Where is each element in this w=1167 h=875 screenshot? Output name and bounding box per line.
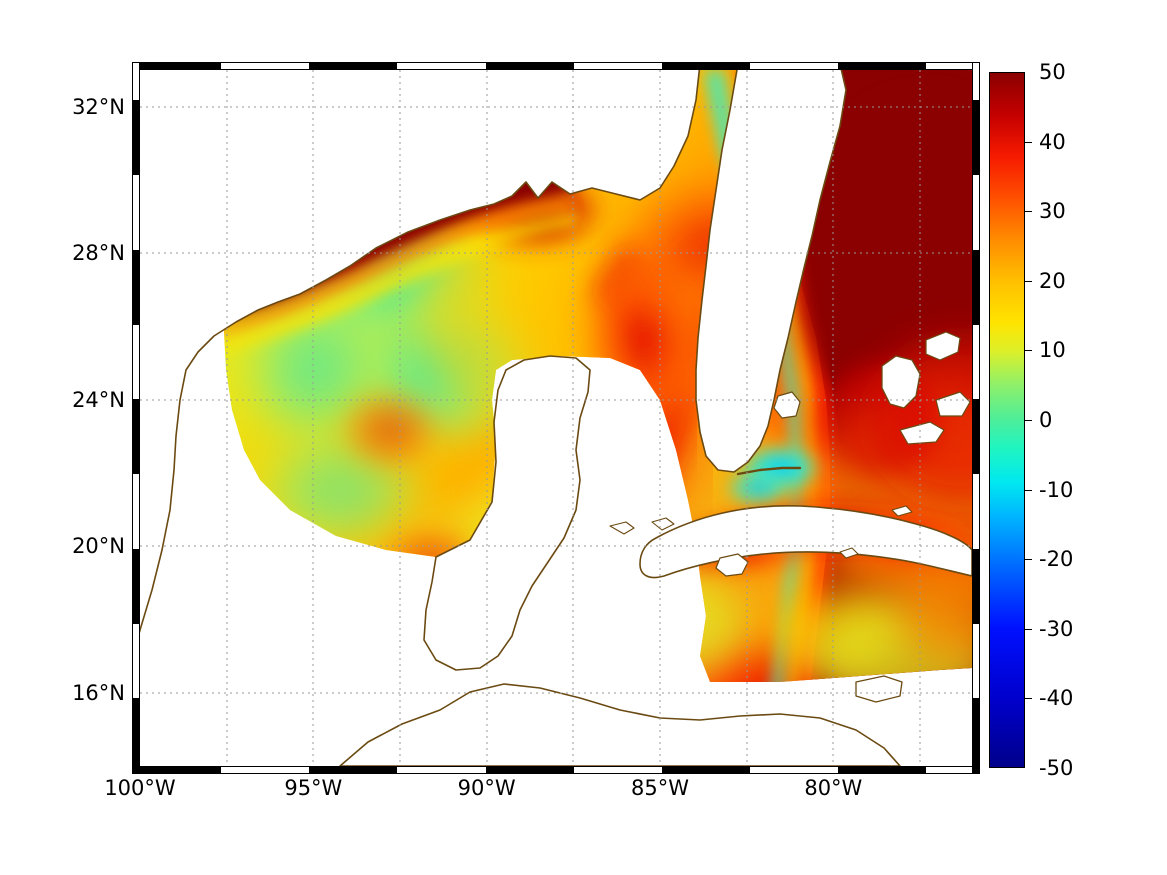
colorbar-tick-label: -50 <box>1039 756 1074 780</box>
x-tick-label: 85°W <box>631 776 689 800</box>
border-checker-block <box>309 767 398 773</box>
map-border-left <box>132 62 140 774</box>
coast-north-america <box>140 70 836 634</box>
colorbar-tick-label: -30 <box>1039 616 1074 641</box>
coast-central-america <box>339 683 901 766</box>
colorbar-tick-label: -10 <box>1039 477 1074 502</box>
y-tick-label: 16°N <box>72 680 125 705</box>
border-checker-block <box>133 63 222 69</box>
colorbar-tick-label: 0 <box>1039 408 1053 432</box>
colorbar-tick-label: -20 <box>1039 547 1074 572</box>
border-checker-block <box>973 548 979 624</box>
y-tick-label: 24°N <box>72 387 125 412</box>
colorbar-tick-mark <box>1025 211 1032 213</box>
border-checker-block <box>838 63 927 69</box>
border-checker-block <box>133 698 139 773</box>
coast-bahamas-great <box>899 421 945 445</box>
coast-bahamas-north <box>925 331 961 361</box>
colorbar-tick-label: 30 <box>1039 199 1066 224</box>
colorbar-tick-mark <box>1025 559 1032 561</box>
border-checker-block <box>485 767 574 773</box>
coast-bahamas-south <box>935 391 971 417</box>
colorbar-tick-label: 10 <box>1039 338 1066 363</box>
map-axes[interactable] <box>140 70 972 766</box>
colorbar-tick-mark <box>1025 698 1032 700</box>
map-border-right <box>972 62 980 774</box>
border-checker-block <box>973 100 979 176</box>
border-checker-block <box>973 399 979 475</box>
y-tick-label: 28°N <box>72 241 125 266</box>
coast-andros <box>881 355 921 409</box>
colorbar-tick-mark <box>1025 280 1032 282</box>
border-checker-block <box>133 249 139 325</box>
coast-jamaica <box>855 675 903 703</box>
colorbar-tick-mark <box>1025 141 1032 143</box>
border-checker-block <box>661 767 750 773</box>
coast-florida <box>695 70 847 473</box>
map-raster-and-coastlines <box>140 70 972 766</box>
coastlines <box>140 70 972 766</box>
isla-juventud <box>715 553 749 577</box>
border-checker-block <box>485 63 574 69</box>
colorbar[interactable] <box>989 72 1025 768</box>
colorbar-tick-label: 40 <box>1039 129 1066 154</box>
border-checker-block <box>133 548 139 624</box>
graticule-lines <box>140 70 972 766</box>
colorbar-tick-mark <box>1025 489 1032 491</box>
map-border-top <box>132 62 980 70</box>
x-tick-label: 90°W <box>457 776 516 800</box>
border-checker-block <box>309 63 398 69</box>
colorbar-tick-label: -40 <box>1039 686 1074 711</box>
colorbar-tick-mark <box>1025 628 1032 630</box>
lake-okeechobee <box>773 391 801 419</box>
coast-yucatan <box>423 355 591 671</box>
x-tick-label: 100°W <box>104 776 176 800</box>
border-checker-block <box>133 399 139 475</box>
map-border-bottom <box>132 766 980 774</box>
border-checker-block <box>133 767 222 773</box>
coast-florida-keys <box>736 466 802 476</box>
border-checker-block <box>661 63 750 69</box>
x-tick-label: 95°W <box>284 776 343 800</box>
border-checker-block <box>838 767 927 773</box>
colorbar-gradient <box>990 73 1024 767</box>
colorbar-tick-mark <box>1025 420 1032 421</box>
colorbar-tick-label: 20 <box>1039 268 1066 293</box>
colorbar-tick-mark <box>1025 350 1032 352</box>
border-checker-block <box>973 698 979 773</box>
colorbar-tick-label: 50 <box>1039 60 1066 84</box>
map-data-area <box>140 70 972 766</box>
border-checker-block <box>973 249 979 325</box>
y-tick-label: 32°N <box>72 94 125 119</box>
y-tick-label: 20°N <box>72 534 125 559</box>
x-tick-label: 80°W <box>804 776 863 800</box>
border-checker-block <box>133 100 139 176</box>
